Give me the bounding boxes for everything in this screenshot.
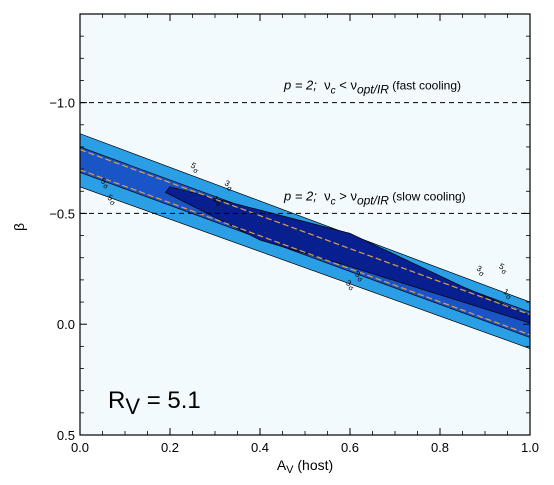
reference-label-1: p = 2; νc < νopt/IR (fast cooling) xyxy=(283,78,461,97)
contour-label-2: 3σ xyxy=(222,178,236,193)
x-tick-label: 0.6 xyxy=(341,440,359,455)
x-tick-label: 0.4 xyxy=(251,440,269,455)
x-tick-label: 0.8 xyxy=(431,440,449,455)
x-tick-label: 0.0 xyxy=(71,440,89,455)
reference-label-2: p = 2; νc > νopt/IR (slow cooling) xyxy=(283,188,466,207)
contour-label-4: 5σ xyxy=(98,176,112,191)
contour-guide-line-2 xyxy=(80,169,530,336)
x-tick-label: 0.2 xyxy=(161,440,179,455)
contour-label-7: 3σ xyxy=(343,278,357,293)
y-tick-label: −1.0 xyxy=(49,96,75,111)
y-tick-label: −0.5 xyxy=(49,206,75,221)
y-tick-label: 0.5 xyxy=(57,428,75,443)
contour-label-5: 5σ xyxy=(105,193,119,208)
x-axis-label: AV (host) xyxy=(277,457,333,476)
contour-label-8: 3σ xyxy=(474,264,488,279)
contour-guide-line-1 xyxy=(80,149,530,316)
y-tick-label: 0.0 xyxy=(57,317,75,332)
contour-label-10: 1σ xyxy=(501,287,515,302)
contour-1sigma xyxy=(164,186,530,324)
contour-label-1: 5σ xyxy=(188,161,202,176)
contour-label-9: 5σ xyxy=(496,262,510,277)
y-axis-label: β xyxy=(11,223,27,231)
rv-annotation: RV = 5.1 xyxy=(108,387,201,419)
contour-label-6: 3σ xyxy=(352,269,366,284)
contour-label-3: 1σ xyxy=(210,194,224,209)
x-tick-label: 1.0 xyxy=(521,440,539,455)
